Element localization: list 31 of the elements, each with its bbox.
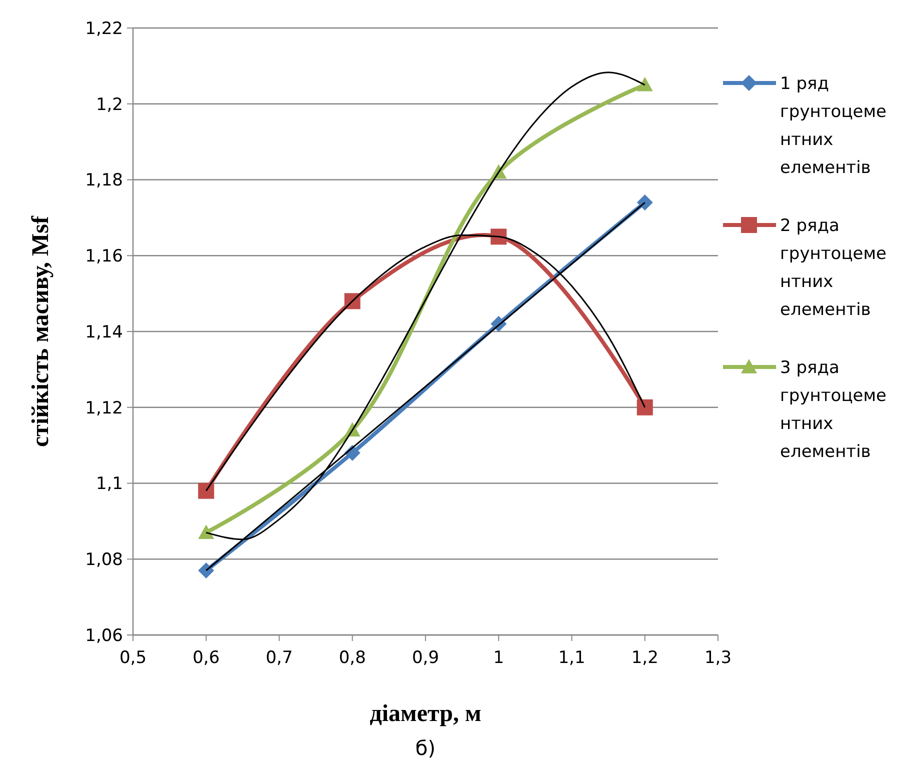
x-tick-label: 1,2 — [631, 648, 658, 668]
legend-label: 3 ряда грунтоцементних елементів — [780, 358, 887, 462]
x-tick-label: 0,8 — [338, 648, 366, 668]
y-tick-label: 1,22 — [85, 18, 123, 39]
point — [636, 399, 653, 416]
y-tick-label: 1,08 — [85, 550, 123, 570]
x-tick-label: 1,3 — [704, 648, 732, 668]
legend-label: 2 ряда грунтоцементних елементів — [780, 216, 887, 320]
x-tick-label: 0,5 — [119, 648, 147, 668]
point — [636, 76, 653, 92]
y-tick-label: 1,06 — [85, 626, 123, 646]
y-axis-title: стійкість масиву, Msf — [28, 215, 54, 447]
y-tick-label: 1,18 — [85, 170, 123, 191]
point — [636, 194, 653, 211]
y-tick-label: 1,1 — [96, 474, 123, 494]
x-tick-label: 1 — [493, 648, 504, 668]
x-tick-label: 0,7 — [266, 648, 293, 668]
text: б) — [415, 736, 436, 760]
point — [490, 228, 507, 245]
point — [198, 482, 214, 499]
legend-label: 1 ряд грунтоцементних елементів — [780, 74, 887, 178]
y-tick-label: 1,14 — [85, 322, 123, 342]
x-tick-label: 0,6 — [192, 648, 220, 668]
y-tick-label: 1,16 — [85, 246, 123, 267]
x-axis-title: діаметр, м — [370, 701, 482, 727]
x-tick-label: 0,9 — [412, 648, 440, 668]
point — [198, 562, 214, 579]
y-tick-label: 1,12 — [85, 398, 123, 418]
y-tick-label: 1,2 — [96, 94, 123, 115]
point — [198, 524, 214, 539]
x-tick-label: 1,1 — [558, 648, 586, 668]
